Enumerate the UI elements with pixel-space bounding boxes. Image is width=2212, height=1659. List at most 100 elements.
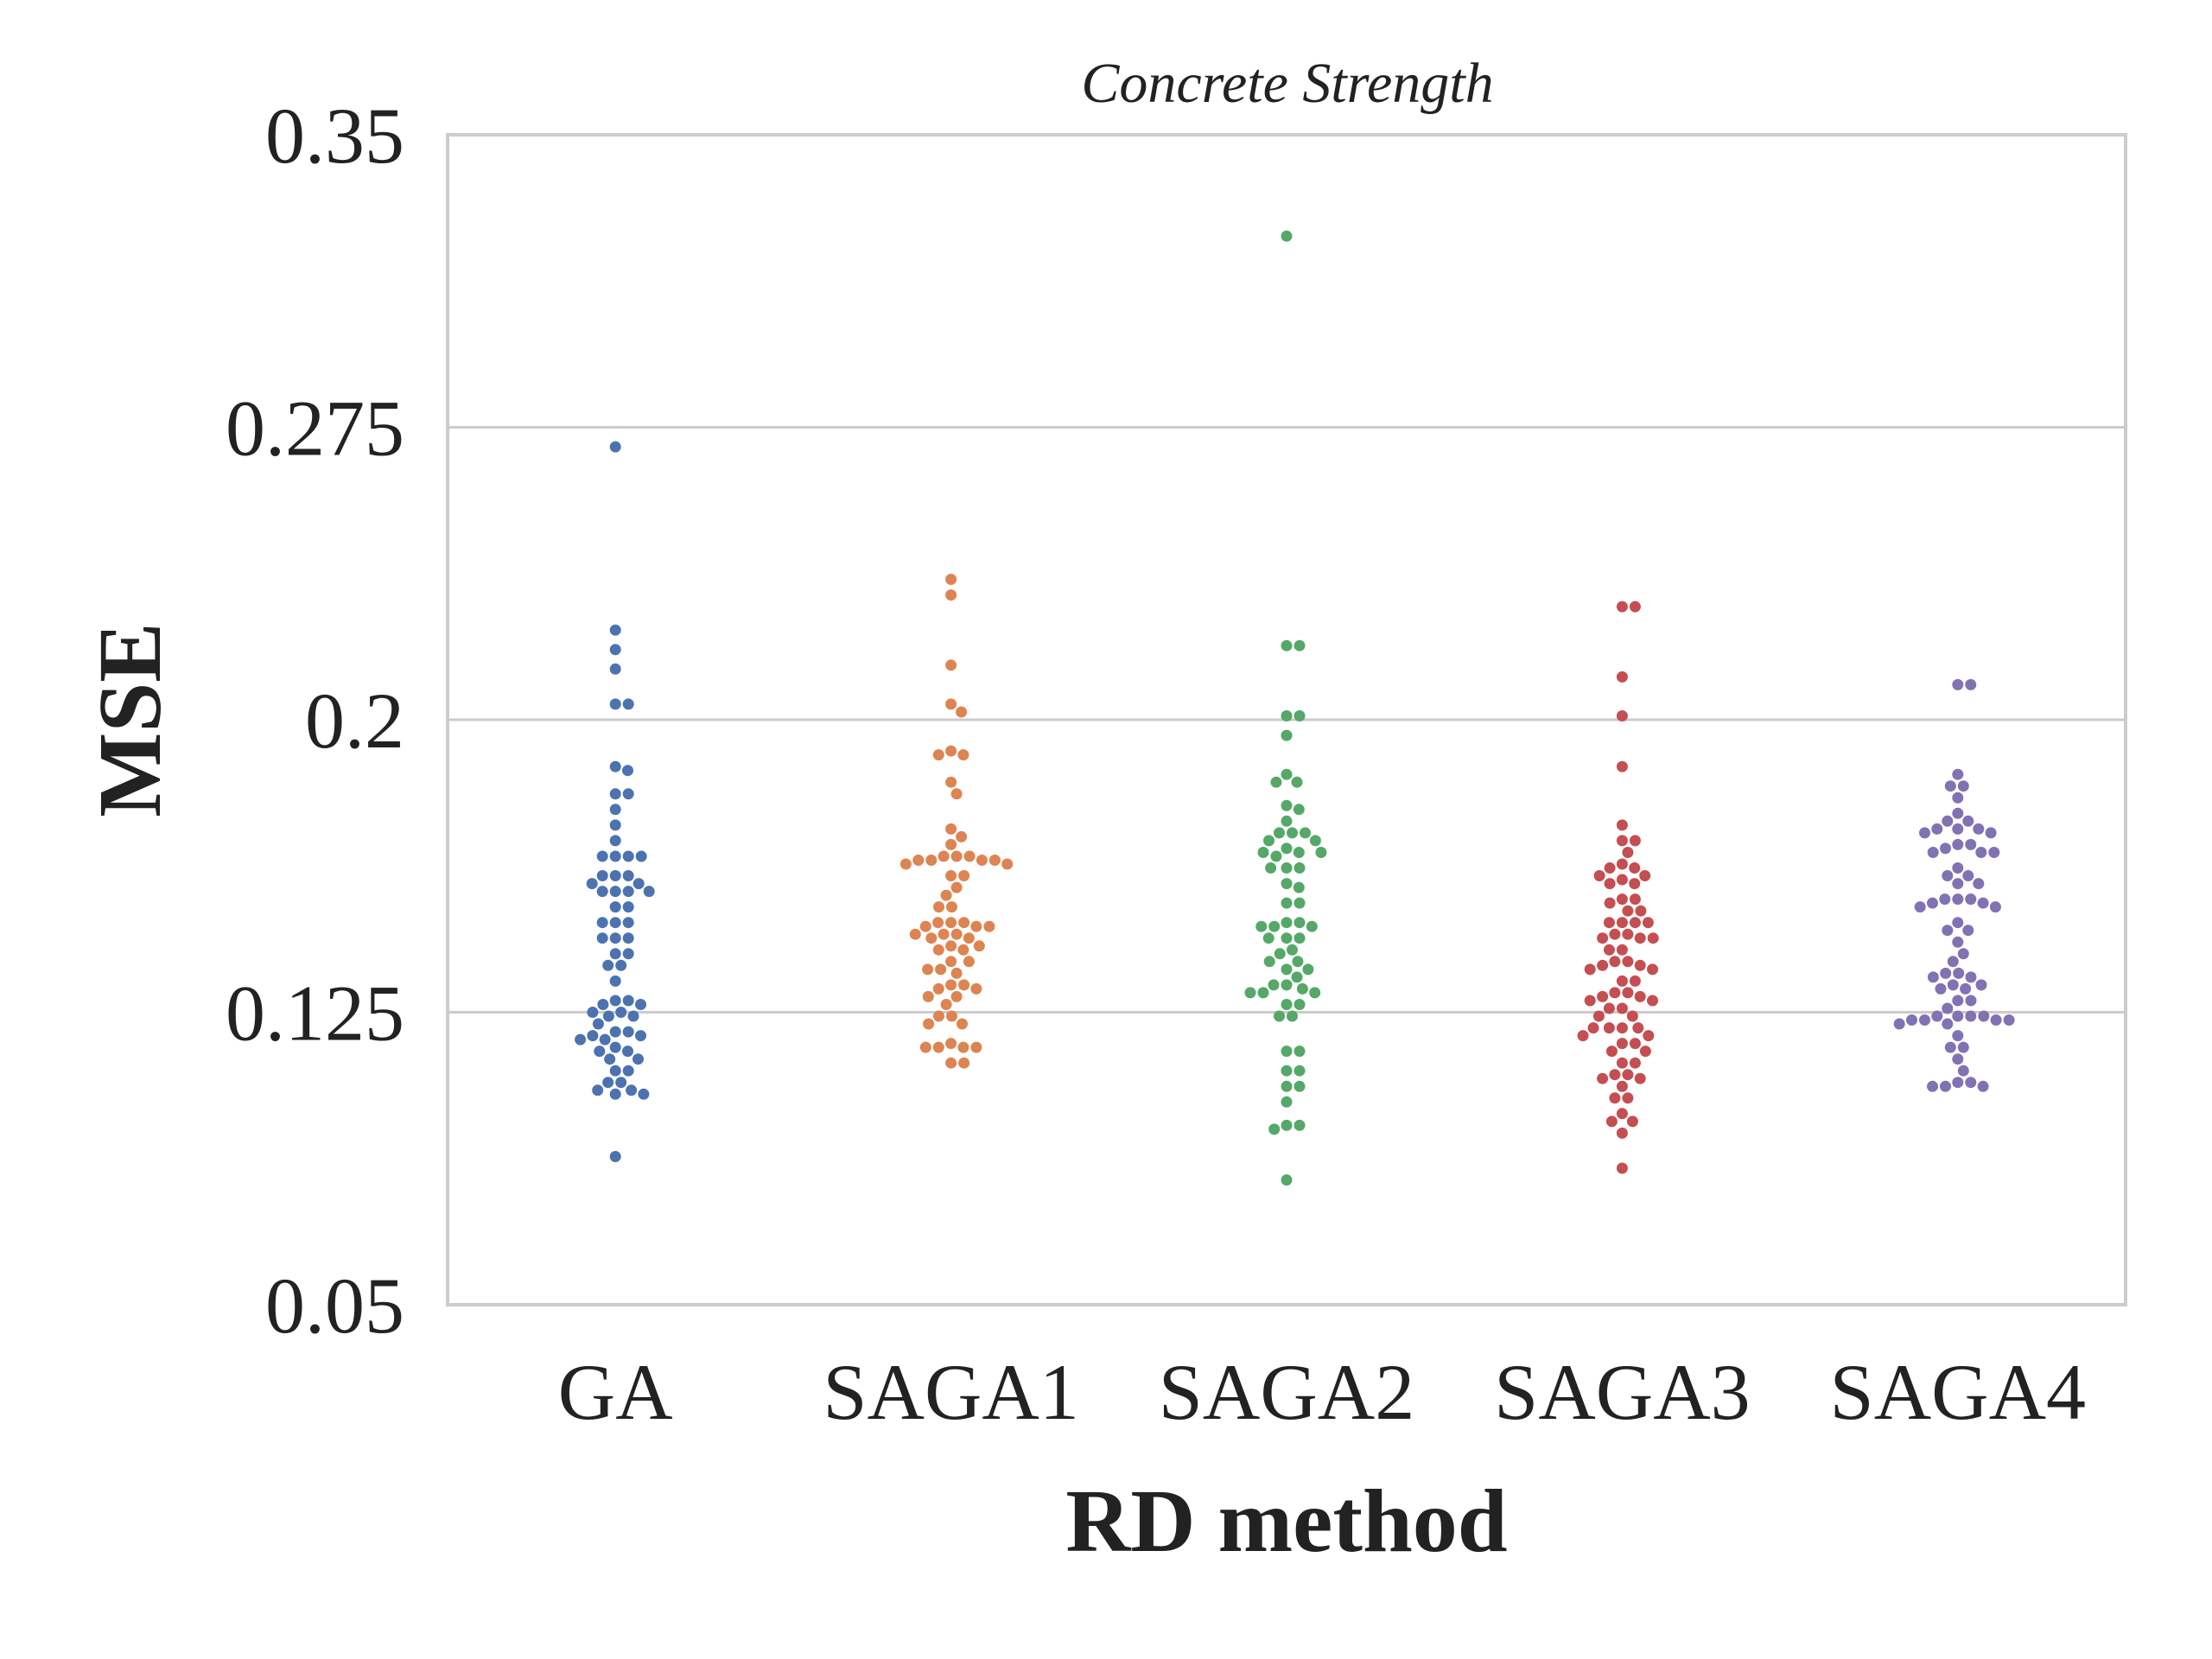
data-point-ga [622,870,634,881]
data-point-ga [592,1084,604,1096]
data-point-saga2 [1287,944,1298,956]
data-point-saga1 [950,788,963,800]
data-point-saga3 [1584,963,1596,976]
data-point-saga2 [1257,987,1269,999]
data-point-saga4 [1942,1018,1954,1030]
data-point-saga4 [1965,995,1977,1007]
data-point-ga [604,1053,616,1065]
data-point-saga2 [1309,987,1321,999]
data-point-saga1 [950,850,963,862]
data-point-saga3 [1584,995,1596,1007]
data-point-saga3 [1616,1162,1628,1174]
data-point-ga [587,1030,599,1042]
data-point-saga3 [1616,1022,1628,1034]
data-point-saga1 [946,901,957,913]
y-axis-label: MSE [80,622,180,817]
data-point-saga4 [1947,979,1959,991]
data-point-saga3 [1605,1116,1618,1128]
data-point-saga2 [1293,847,1305,858]
data-point-saga3 [1634,959,1646,971]
data-point-saga1 [945,698,957,710]
data-point-ga [622,698,634,710]
data-point-saga3 [1604,878,1616,890]
data-point-saga4 [1965,971,1977,983]
data-point-ga [609,835,621,847]
data-point-ga [609,975,621,987]
chart-title: Concrete Strength [1081,52,1493,115]
data-point-saga2 [1292,956,1304,968]
data-point-saga3 [1616,858,1628,870]
x-axis-label: RD method [1065,1471,1507,1571]
data-point-saga2 [1294,999,1306,1010]
data-point-saga2 [1294,639,1306,652]
data-point-ga [622,901,634,913]
data-point-saga4 [1952,768,1964,780]
data-point-saga1 [958,1057,970,1069]
data-point-saga3 [1616,1002,1628,1014]
data-point-saga2 [1281,917,1293,929]
data-point-ga [615,959,627,971]
data-point-ga [635,1030,646,1042]
data-point-saga2 [1281,1080,1293,1092]
data-point-saga3 [1634,1072,1646,1084]
data-point-saga4 [1906,1014,1917,1026]
data-point-saga3 [1609,1069,1621,1081]
data-point-saga4 [1942,870,1954,881]
data-point-saga1 [909,928,921,940]
data-point-ga [635,999,646,1010]
data-point-saga1 [950,881,963,893]
data-point-saga3 [1634,932,1646,944]
data-point-saga1 [963,850,976,862]
data-point-saga3 [1609,987,1621,999]
data-point-saga1 [957,944,969,956]
data-point-saga4 [1952,807,1964,819]
data-point-ga [602,1077,614,1089]
data-point-ga [626,1084,638,1096]
data-point-saga3 [1629,917,1641,929]
data-point-saga4 [1947,956,1959,968]
data-point-saga1 [945,838,957,850]
data-point-saga1 [958,979,970,991]
data-point-saga3 [1629,893,1641,906]
data-point-saga3 [1597,1072,1609,1084]
data-point-saga2 [1244,987,1256,999]
data-point-saga1 [957,749,969,761]
data-point-ga [609,932,621,944]
data-point-saga1 [945,823,957,835]
data-point-saga2 [1294,897,1306,909]
data-point-saga3 [1603,917,1615,929]
data-point-ga [609,788,621,800]
data-point-ga [609,1151,621,1162]
data-point-saga2 [1291,776,1303,788]
data-point-saga3 [1616,601,1628,613]
data-point-ga [596,850,608,862]
data-point-ga [594,1046,606,1058]
data-point-saga2 [1294,1065,1306,1077]
data-point-saga4 [1939,893,1951,906]
data-point-saga3 [1622,1092,1634,1104]
data-point-saga1 [945,979,957,991]
data-point-saga1 [983,920,995,932]
x-tick-label: SAGA3 [1494,1348,1750,1436]
data-point-saga3 [1622,928,1634,940]
data-point-saga1 [945,745,957,757]
data-point-saga2 [1291,971,1303,983]
data-point-saga1 [973,940,985,952]
data-point-ga [622,932,634,944]
data-point-saga2 [1294,710,1306,721]
y-tick-label: 0.35 [265,92,404,180]
data-point-saga2 [1281,1046,1293,1058]
data-point-ga [609,995,621,1007]
data-point-saga2 [1262,932,1274,944]
data-point-ga [599,1033,611,1046]
data-point-saga2 [1281,710,1293,721]
data-point-saga4 [1965,893,1977,906]
data-point-saga4 [1914,901,1926,913]
data-point-saga3 [1604,862,1616,874]
data-point-ga [609,917,621,929]
data-point-saga1 [963,956,975,968]
data-point-saga2 [1281,999,1293,1010]
data-point-ga [596,870,608,881]
data-point-saga4 [1952,995,1964,1007]
